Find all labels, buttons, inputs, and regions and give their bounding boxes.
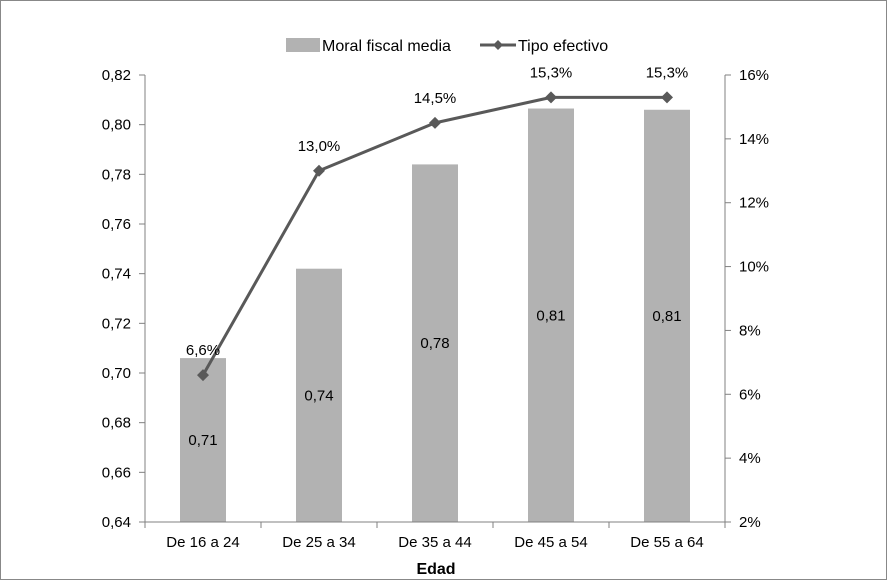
bar-1 bbox=[180, 358, 226, 522]
bar-data-label: 0,78 bbox=[420, 335, 449, 352]
x-tick-label: De 25 a 34 bbox=[282, 534, 355, 551]
line-marker-3 bbox=[429, 116, 441, 129]
y-right-tick-label: 8% bbox=[739, 322, 761, 339]
line-data-label: 13,0% bbox=[298, 138, 341, 155]
bar-data-label: 0,71 bbox=[188, 432, 217, 449]
x-axis-title: Edad bbox=[416, 561, 455, 578]
line-marker-5 bbox=[661, 91, 673, 104]
y-right-tick-label: 4% bbox=[739, 450, 761, 467]
y-left-tick-label: 0,68 bbox=[102, 415, 131, 432]
y-right-tick-label: 10% bbox=[739, 259, 769, 276]
legend-label-moral-fiscal-media: Moral fiscal media bbox=[322, 38, 451, 55]
y-left-tick-label: 0,66 bbox=[102, 464, 131, 481]
bar-2 bbox=[296, 268, 342, 522]
line-data-label: 6,6% bbox=[186, 342, 220, 359]
y-right-tick-label: 6% bbox=[739, 386, 761, 403]
y-left-tick-label: 0,78 bbox=[102, 166, 131, 183]
line-layer bbox=[197, 91, 673, 382]
line-data-label: 14,5% bbox=[414, 90, 457, 107]
bar-4 bbox=[528, 108, 574, 523]
y-right-tick-label: 16% bbox=[739, 67, 769, 84]
y-left-tick-label: 0,64 bbox=[102, 514, 131, 531]
line-marker-1 bbox=[197, 369, 209, 382]
line-marker-2 bbox=[313, 164, 325, 177]
x-tick-label: De 16 a 24 bbox=[166, 534, 239, 551]
y-left-tick-label: 0,74 bbox=[102, 266, 131, 283]
y-right-tick-label: 14% bbox=[739, 131, 769, 148]
legend-label-tipo-efectivo: Tipo efectivo bbox=[518, 38, 608, 55]
y-right-tick-label: 12% bbox=[739, 195, 769, 212]
bar-3 bbox=[412, 164, 458, 522]
x-tick-label: De 35 a 44 bbox=[398, 534, 471, 551]
data-labels-layer: 6,6% 13,0% 14,5% 15,3% 15,3% 0,71 0,74 0,78 0,81… bbox=[186, 64, 688, 449]
legend: Moral fiscal media Tipo efectivo bbox=[286, 38, 608, 55]
bar-data-label: 0,81 bbox=[536, 307, 565, 324]
axes-layer: 0,64 0,66 0,68 0,70 0,72 0,74 0,76 0,78 0,80 0,82… bbox=[102, 67, 769, 551]
y-left-tick-label: 0,82 bbox=[102, 67, 131, 84]
legend-marker-tipo-efectivo bbox=[493, 40, 503, 50]
bar-5 bbox=[644, 109, 690, 523]
y-left-tick-label: 0,80 bbox=[102, 117, 131, 134]
bar-data-label: 0,74 bbox=[304, 387, 333, 404]
x-tick-label: De 55 a 64 bbox=[630, 534, 703, 551]
y-left-tick-label: 0,70 bbox=[102, 365, 131, 382]
bar-data-label: 0,81 bbox=[652, 308, 681, 325]
legend-swatch-moral-fiscal-media bbox=[286, 38, 320, 52]
y-left-tick-label: 0,72 bbox=[102, 315, 131, 332]
line-data-label: 15,3% bbox=[530, 64, 573, 81]
line-marker-4 bbox=[545, 91, 557, 104]
y-left-tick-label: 0,76 bbox=[102, 216, 131, 233]
bars-layer bbox=[180, 108, 690, 523]
line-data-label: 15,3% bbox=[646, 64, 689, 81]
y-right-tick-label: 2% bbox=[739, 514, 761, 531]
x-tick-label: De 45 a 54 bbox=[514, 534, 587, 551]
